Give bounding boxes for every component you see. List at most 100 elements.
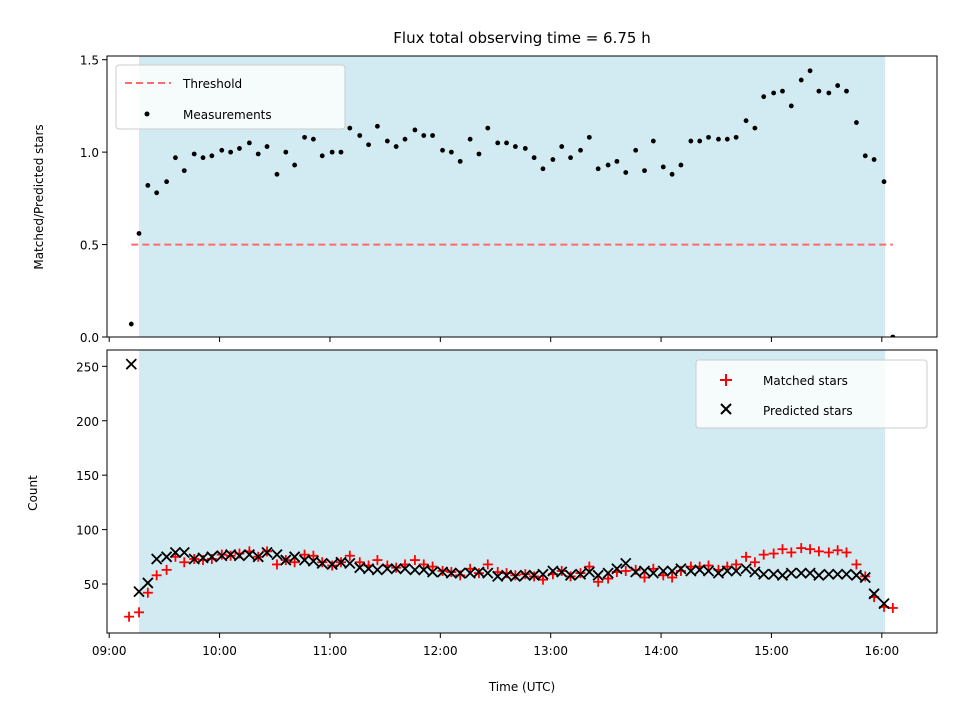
data-point: [448, 149, 454, 155]
data-point: [161, 564, 172, 575]
data-point: [697, 138, 703, 144]
data-point: [611, 563, 623, 575]
data-point: [647, 567, 659, 579]
series-predicted-stars: [125, 358, 890, 610]
chart-title: Flux total observing time = 6.75 h: [393, 29, 650, 47]
data-point: [509, 570, 522, 583]
data-point: [292, 162, 298, 168]
data-point: [660, 164, 666, 170]
top-axes-frame: [106, 55, 938, 338]
data-point: [556, 566, 568, 578]
data-point: [512, 144, 518, 149]
data-point: [519, 569, 531, 581]
data-point: [344, 557, 356, 569]
data-point: [366, 142, 371, 148]
data-point: [540, 166, 546, 172]
data-point: [731, 559, 742, 570]
data-point: [485, 125, 491, 131]
data-point: [807, 68, 813, 74]
data-point: [191, 151, 197, 157]
data-point: [381, 563, 393, 575]
data-point: [788, 103, 794, 109]
data-point: [504, 140, 509, 146]
x-tick-label: 15:00: [754, 644, 789, 658]
data-point: [354, 557, 365, 568]
y-tick-label: 250: [76, 360, 99, 374]
data-point: [785, 567, 797, 579]
data-point: [741, 551, 752, 562]
data-point: [255, 151, 261, 157]
data-point: [795, 567, 807, 579]
data-point: [574, 568, 587, 580]
top-plot-area: [128, 68, 896, 337]
data-point: [307, 555, 320, 567]
data-point: [657, 565, 669, 577]
data-point: [495, 140, 501, 146]
data-point: [142, 577, 154, 589]
x-tick-label: 11:00: [313, 644, 348, 658]
data-point: [151, 570, 162, 581]
data-point: [749, 557, 760, 568]
data-point: [142, 587, 153, 598]
matched-legend-swatch: [720, 374, 732, 386]
data-point: [859, 571, 871, 584]
data-point: [299, 549, 310, 560]
y-tick-label: 0.0: [80, 331, 99, 345]
data-point: [559, 144, 565, 149]
data-point: [264, 144, 270, 149]
x-tick-label: 16:00: [865, 644, 900, 658]
data-point: [537, 568, 549, 580]
data-point: [620, 557, 632, 569]
data-point: [595, 166, 601, 172]
y-tick-label: 0.5: [80, 239, 99, 253]
data-point: [409, 555, 420, 566]
data-point: [740, 563, 752, 575]
top-legend-frame: [115, 64, 346, 130]
data-point: [813, 569, 825, 581]
data-point: [832, 568, 844, 580]
data-point: [160, 551, 173, 563]
data-point: [418, 559, 429, 570]
data-point: [261, 546, 273, 559]
data-point: [733, 134, 739, 140]
data-point: [586, 134, 592, 140]
y-tick-label: 150: [76, 469, 99, 483]
data-point: [338, 149, 344, 155]
data-point: [805, 544, 816, 555]
data-point: [209, 153, 215, 159]
data-point: [134, 607, 145, 618]
data-point: [871, 157, 877, 162]
measurements-legend-label: Measurements: [183, 108, 272, 122]
measurements-legend-swatch: [144, 111, 150, 117]
bottom-xlabel: Time (UTC): [488, 680, 555, 694]
bottom-legend: Matched stars Predicted stars: [695, 359, 928, 429]
data-point: [219, 147, 225, 153]
data-point: [584, 561, 595, 572]
data-point: [457, 158, 463, 164]
data-point: [841, 547, 852, 558]
data-point: [777, 544, 788, 555]
data-point: [482, 559, 493, 570]
data-point: [243, 548, 256, 561]
data-point: [169, 546, 182, 559]
data-point: [445, 567, 457, 579]
data-point: [427, 561, 438, 572]
predicted-legend-swatch: [720, 403, 732, 415]
data-point: [850, 569, 863, 581]
y-tick-label: 200: [76, 415, 99, 429]
y-tick-label: 50: [84, 578, 99, 592]
data-point: [667, 572, 678, 583]
data-point: [329, 149, 335, 155]
data-point: [372, 555, 383, 566]
data-point: [844, 88, 849, 94]
data-point: [531, 155, 537, 161]
data-point: [178, 546, 190, 559]
series-measurements: [128, 68, 896, 337]
data-point: [786, 547, 797, 558]
data-point: [813, 546, 824, 557]
data-point: [749, 566, 761, 578]
data-point: [721, 565, 733, 577]
x-tick-label: 12:00: [423, 644, 458, 658]
data-point: [826, 90, 832, 96]
data-point: [835, 83, 841, 88]
